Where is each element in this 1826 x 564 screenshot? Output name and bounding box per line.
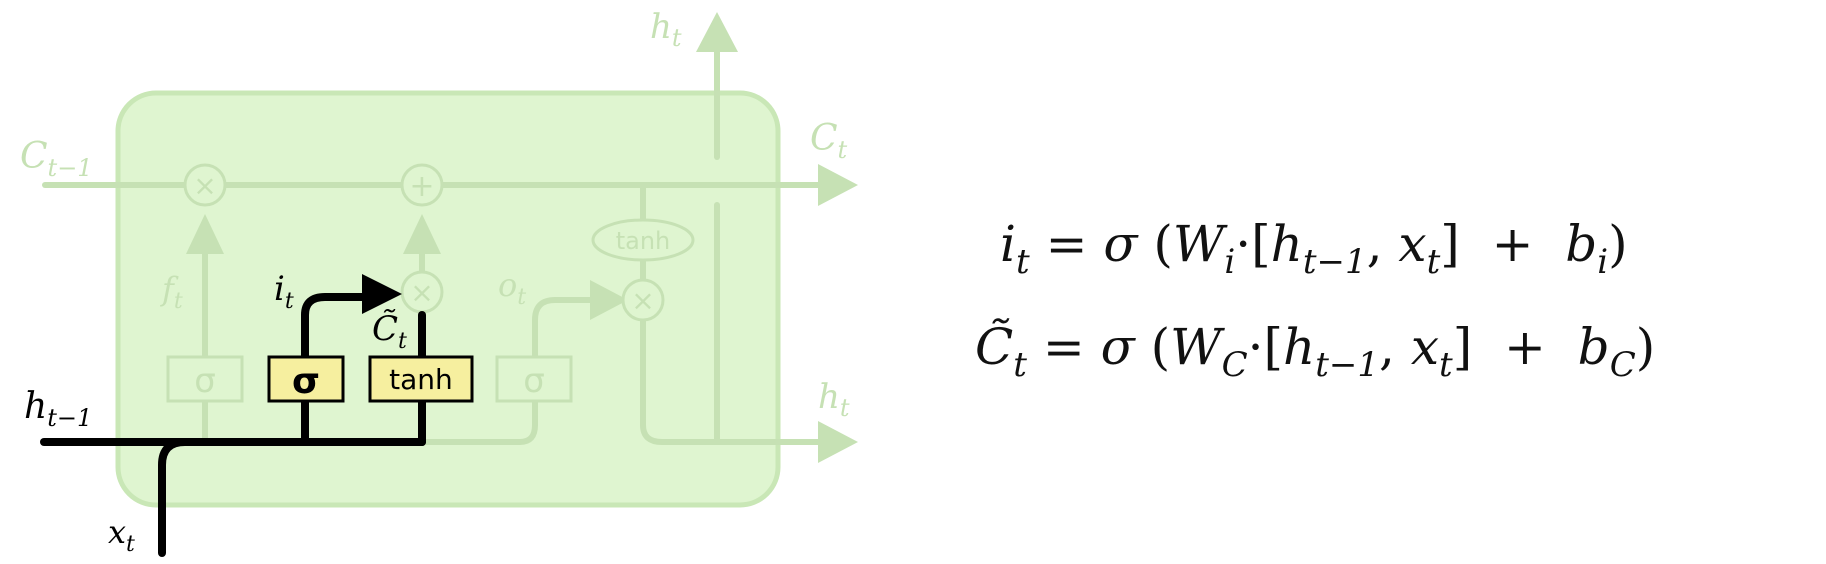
forget-mult-symbol: × xyxy=(193,169,216,202)
eq1-lhs-sub: t xyxy=(1016,242,1030,282)
eq1-lbracket: [ xyxy=(1251,215,1271,273)
eq2-h-sub: t−1 xyxy=(1315,345,1380,385)
candidate-equation: C̃t = σ (WC·[ht−1, xt] + bC) xyxy=(975,318,1656,385)
eq1-x-sub: t xyxy=(1426,242,1441,282)
eq1-h-sub: t−1 xyxy=(1302,242,1367,282)
eq2-b-sub: C xyxy=(1609,345,1636,385)
input-sigma-text: σ xyxy=(292,361,320,402)
h-prev-label: ht−1 xyxy=(24,386,92,432)
input-gate-equation: it = σ (Wi·[ht−1, xt] + bi) xyxy=(1000,215,1628,282)
eq1-w: W xyxy=(1172,215,1225,273)
h-right-label: ht xyxy=(818,377,850,422)
highlight-labels: ht−1 xt it C̃t xyxy=(24,269,407,557)
eq1-sigma: σ xyxy=(1103,215,1138,273)
eq2-lhs: C̃ xyxy=(975,318,1014,376)
x-input-line xyxy=(158,438,189,557)
ht-output-line xyxy=(640,315,833,445)
eq1-equals: = xyxy=(1029,215,1104,273)
eq1-rparen: ) xyxy=(1608,215,1628,273)
input-sigma-box xyxy=(267,355,345,403)
eq1-b-sub: i xyxy=(1597,242,1609,282)
cell-tanh-ellipse xyxy=(591,218,695,262)
eq2-equals: = xyxy=(1026,318,1101,376)
eq1-lparen: ( xyxy=(1137,215,1173,273)
cell-state-arrow xyxy=(818,164,858,206)
eq2-w-sub: C xyxy=(1221,345,1248,385)
forget-gate-box xyxy=(166,355,244,403)
eq1-x: x xyxy=(1398,215,1427,273)
eq1-comma: , xyxy=(1366,215,1399,273)
eq2-plus: + xyxy=(1472,318,1578,376)
output-arrow xyxy=(590,280,628,320)
h-top-label: ht xyxy=(650,7,682,52)
i-label: it xyxy=(274,269,294,314)
faded-arrowheads xyxy=(186,12,858,463)
lstm-input-gate-diagram: × + × × tanh σ σ Ct−1 Ct ht ht ft ot σ t… xyxy=(20,7,858,557)
input-mult-symbol: × xyxy=(410,276,433,309)
eq2-w: W xyxy=(1170,318,1222,376)
eq2-h: h xyxy=(1283,318,1316,376)
o-label: ot xyxy=(498,266,526,310)
faded-labels: Ct−1 Ct ht ht ft ot xyxy=(20,7,850,422)
eq2-x: x xyxy=(1410,318,1440,376)
forget-mult-circle xyxy=(183,163,227,207)
input-gate-path xyxy=(301,293,374,361)
cell-add-circle xyxy=(400,163,444,207)
forget-arrow xyxy=(186,214,224,254)
eq2-comma: , xyxy=(1379,318,1411,376)
output-mult-symbol: × xyxy=(631,284,654,317)
output-gate-sigma: σ xyxy=(523,361,545,401)
eq2-lparen: ( xyxy=(1134,318,1171,376)
add-arrow xyxy=(403,214,441,254)
faded-gates: σ σ xyxy=(166,355,573,403)
eq1-w-sub: i xyxy=(1224,242,1236,282)
candidate-tanh-box xyxy=(368,355,474,403)
input-gate-arrow xyxy=(362,274,402,314)
c-prev-label: Ct−1 xyxy=(20,136,93,182)
eq1-lhs: i xyxy=(1000,215,1016,273)
eq2-lhs-sub: t xyxy=(1013,345,1027,385)
eq2-rbracket: ] xyxy=(1452,318,1473,376)
candidate-tanh-text: tanh xyxy=(389,363,453,396)
ht-top-arrow xyxy=(696,12,738,52)
x-label: xt xyxy=(108,513,135,557)
eq1-plus: + xyxy=(1459,215,1566,273)
cell-add-symbol: + xyxy=(409,169,434,204)
eq1-b: b xyxy=(1565,215,1598,273)
ctilde-label: C̃t xyxy=(372,309,407,354)
ht-right-arrow xyxy=(818,421,858,463)
eq2-dot: · xyxy=(1247,318,1264,376)
eq2-sigma: σ xyxy=(1100,318,1135,376)
eq1-h: h xyxy=(1270,215,1303,273)
cell-tanh-text: tanh xyxy=(616,227,671,255)
eq1-dot: · xyxy=(1235,215,1252,273)
eq2-rparen: ) xyxy=(1635,318,1656,376)
eq1-rbracket: ] xyxy=(1440,215,1460,273)
forget-gate-sigma: σ xyxy=(194,361,216,401)
output-mult-circle xyxy=(621,278,665,322)
c-out-label: Ct xyxy=(810,118,848,164)
highlight-lines xyxy=(40,293,426,557)
eq2-b: b xyxy=(1577,318,1610,376)
eq2-x-sub: t xyxy=(1439,345,1453,385)
output-gate-box xyxy=(495,355,573,403)
faded-ops xyxy=(183,163,695,322)
eq2-lbracket: [ xyxy=(1263,318,1284,376)
